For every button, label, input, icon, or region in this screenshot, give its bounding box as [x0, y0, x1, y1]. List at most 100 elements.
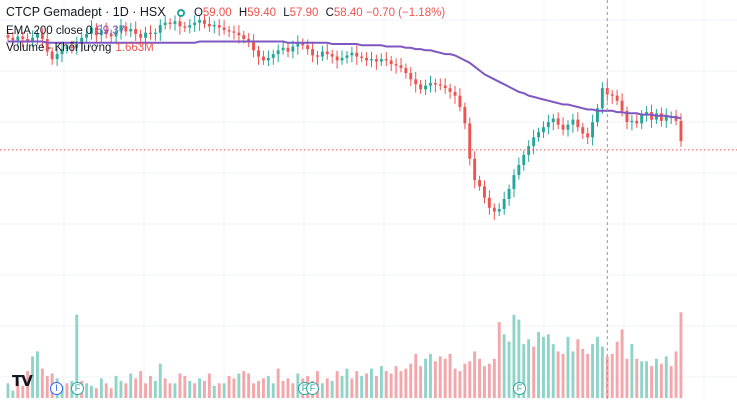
volume-bar [522, 344, 526, 398]
volume-bar [94, 388, 98, 398]
candle-body [242, 35, 246, 39]
volume-bar [345, 368, 349, 398]
candle-body [502, 199, 506, 210]
volume-bar [149, 375, 152, 398]
volume-bar [365, 373, 368, 398]
volume-bar [389, 373, 393, 398]
volume-bar [630, 344, 634, 398]
ema-label: EMA 200 close 0 [6, 25, 93, 37]
volume-bar [669, 366, 673, 398]
volume-bar [433, 361, 437, 399]
volume-bar [664, 356, 668, 398]
volume-bar [478, 358, 481, 398]
candle-body [232, 31, 236, 33]
candle-body [291, 46, 295, 52]
candle-body [340, 57, 344, 61]
candle-body [394, 64, 398, 66]
volume-label: Volume - Khối lượng [6, 42, 112, 54]
volume-bar [75, 314, 79, 398]
financial-event-icon[interactable]: F [513, 382, 526, 395]
volume-bar [45, 375, 49, 398]
volume-bar [242, 371, 246, 399]
volume-bar [139, 371, 143, 399]
volume-bar [104, 383, 108, 398]
volume-bar [134, 378, 138, 398]
volume-bar [119, 380, 123, 398]
candle-body [448, 88, 452, 92]
candle-body [212, 25, 216, 27]
market-status-icon [176, 9, 185, 17]
candle-body [542, 127, 545, 133]
volume-bar [502, 334, 506, 398]
candle-body [134, 28, 138, 34]
volume-bar [355, 371, 359, 399]
volume-bar [399, 371, 403, 399]
volume-bar [266, 375, 270, 398]
low-key: L [283, 7, 290, 19]
volume-bar [635, 358, 639, 398]
volume-bar [232, 378, 236, 398]
volume-bar [674, 351, 678, 398]
volume-bar [610, 353, 614, 398]
volume-bar [335, 371, 339, 399]
volume-bar [566, 336, 570, 399]
volume-legend[interactable]: Volume - Khối lượng 1.663M [6, 41, 154, 55]
volume-bar [109, 388, 113, 398]
volume-bar [247, 373, 251, 398]
low-value: 57.90 [289, 7, 319, 19]
candle-body [355, 52, 359, 57]
volume-bar [443, 358, 447, 398]
volume-bar [257, 380, 260, 398]
candle-body [659, 113, 663, 121]
candle-body [473, 158, 477, 181]
candle-body [679, 120, 683, 142]
candle-body [581, 127, 585, 134]
volume-bar [645, 361, 648, 399]
volume-bar [655, 358, 658, 398]
volume-bar [512, 314, 516, 398]
volume-bar [492, 358, 496, 398]
tradingview-logo[interactable]: TV [12, 372, 33, 390]
candle-body [384, 59, 388, 61]
candle-body [610, 94, 614, 96]
candle-body [600, 88, 604, 109]
volume-bar [114, 375, 118, 398]
info-event-icon[interactable]: I [50, 382, 63, 395]
candle-body [296, 42, 300, 47]
volume-bar [463, 363, 467, 398]
volume-bar [438, 356, 442, 398]
volume-bar [173, 383, 177, 398]
volume-bar [384, 371, 388, 399]
candle-body [153, 32, 157, 34]
candle-body [443, 85, 447, 89]
candle-body [512, 175, 516, 189]
candle-body [527, 146, 531, 155]
volume-bars [6, 312, 683, 399]
candle-body [507, 188, 511, 199]
ema-value: 59.37 [96, 25, 126, 37]
ema-legend[interactable]: EMA 200 close 0 59.37 [6, 24, 125, 38]
candle-body [45, 39, 49, 52]
financial-event-icon[interactable]: F [306, 382, 319, 395]
ema-200-line [8, 40, 682, 120]
candle-body [419, 84, 423, 90]
financial-event-icon[interactable]: F [71, 382, 84, 395]
candle-body [178, 21, 182, 27]
candle-body [389, 60, 393, 65]
volume-bar [448, 353, 452, 398]
candle-body [75, 44, 79, 48]
candle-body [483, 186, 486, 198]
candle-body [330, 54, 334, 57]
candle-body [247, 39, 251, 42]
volume-bar [414, 353, 418, 398]
volume-bar [90, 385, 93, 399]
volume-bar [296, 373, 300, 398]
candle-body [424, 85, 427, 90]
volume-bar [330, 380, 334, 398]
candle-body [31, 37, 34, 42]
candle-body [551, 118, 555, 123]
candle-body [586, 133, 590, 138]
volume-bar [556, 351, 560, 398]
candle-body [26, 39, 30, 42]
